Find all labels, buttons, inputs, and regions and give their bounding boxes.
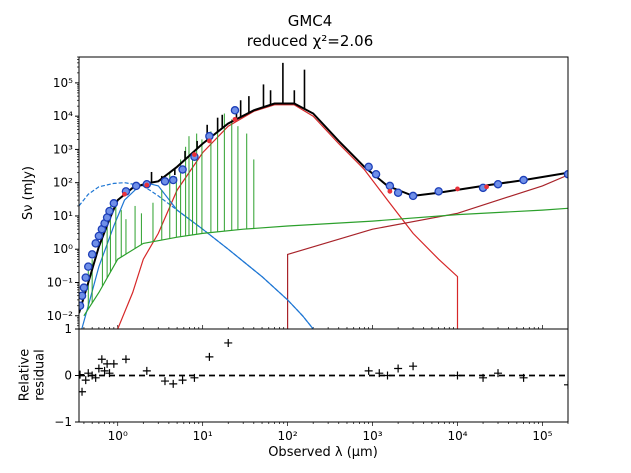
- residual-point: [564, 380, 568, 389]
- sed-panel-frame: [78, 56, 569, 330]
- observed-flux-point: [81, 273, 90, 282]
- residual-point: [364, 366, 373, 375]
- observed-flux-point: [131, 181, 141, 191]
- observed-flux-point: [408, 191, 418, 201]
- sed-y-tick-label: 10⁻²: [47, 309, 74, 323]
- model-flux-point: [387, 188, 393, 194]
- x-axis-label: Observed λ (μm): [268, 445, 378, 460]
- observed-flux-point: [160, 177, 170, 186]
- residual-point: [169, 379, 178, 388]
- sed-panel: 10⁻² 10⁻¹ 10⁰ 10¹ 10² 10³ 10⁴ 10⁵ Sν (mJy): [21, 56, 569, 330]
- residual-point: [479, 373, 488, 382]
- observed-flux-point: [91, 239, 100, 248]
- model-flux-point: [484, 184, 489, 190]
- observed-flux-point: [178, 165, 187, 174]
- observed-flux-point: [79, 283, 89, 292]
- residual-x-tick-label: 10⁵: [532, 429, 552, 443]
- residual-y-label: Relativeresidual: [17, 349, 47, 401]
- observed-flux-point: [79, 291, 87, 300]
- residual-axes: 10⁰ 10¹ 10² 10³ 10⁴ 10⁵ −1 0 1: [54, 322, 569, 443]
- observed-flux-point: [519, 175, 528, 185]
- model-flux-point: [455, 186, 460, 192]
- sed-y-tick-label: 10²: [53, 176, 73, 190]
- residual-y-tick-label: 1: [64, 322, 72, 336]
- chart-title: GMC4: [288, 12, 333, 30]
- series-stellar-unattenuated-line: [79, 182, 314, 329]
- residual-point: [205, 352, 214, 361]
- observed-flux-point: [371, 169, 381, 179]
- residual-point: [97, 355, 106, 364]
- residual-x-tick-label: 10⁴: [447, 429, 467, 443]
- model-flux-point: [144, 182, 150, 188]
- model-flux-point: [232, 116, 238, 122]
- residual-x-tick-label: 10²: [278, 429, 298, 443]
- observed-flux-point: [79, 301, 85, 310]
- model-flux-point: [122, 191, 127, 197]
- residual-x-tick-label: 10¹: [193, 429, 213, 443]
- residual-panel: 10⁰ 10¹ 10² 10³ 10⁴ 10⁵−101 Relativeresidual …: [17, 322, 569, 460]
- residual-point: [103, 359, 112, 368]
- residual-point: [394, 364, 403, 373]
- residual-point: [142, 366, 151, 375]
- residual-point: [160, 377, 169, 386]
- residual-point: [79, 370, 85, 379]
- observed-flux-point: [364, 162, 373, 172]
- model-flux-point: [206, 138, 212, 144]
- residual-x-tick-label: 10³: [363, 429, 383, 443]
- sed-series: [79, 62, 568, 329]
- observed-flux-point: [168, 175, 178, 185]
- series-total-model-line: [79, 102, 568, 314]
- sed-y-axis: 10⁻² 10⁻¹ 10⁰ 10¹ 10² 10³ 10⁴ 10⁵: [47, 56, 569, 330]
- series-stellar-attenuated-line: [81, 183, 314, 329]
- residual-series: [79, 338, 568, 396]
- residual-point: [94, 364, 103, 373]
- chart-subtitle: reduced χ²=2.06: [247, 32, 374, 50]
- observed-flux-point: [84, 262, 93, 271]
- sed-y-label: Sν (mJy): [21, 166, 36, 220]
- observed-flux-point: [563, 169, 568, 179]
- residual-panel-frame: [78, 328, 569, 423]
- observed-flux-point: [105, 206, 114, 216]
- observed-flux-point: [230, 106, 240, 115]
- observed-flux-point: [385, 181, 395, 191]
- model-flux-point: [192, 152, 197, 157]
- sed-y-tick-label: 10⁴: [53, 109, 73, 123]
- residual-point: [383, 371, 392, 380]
- residual-point: [100, 366, 109, 375]
- residual-y-label-line: Relative: [17, 349, 32, 401]
- residual-point: [409, 362, 418, 371]
- residual-point: [375, 369, 384, 378]
- residual-point: [178, 376, 187, 385]
- sed-y-tick-label: 10⁰: [53, 242, 73, 256]
- sed-y-tick-label: 10³: [53, 142, 73, 156]
- observed-flux-point: [109, 199, 119, 208]
- observed-flux-point: [434, 187, 443, 196]
- residual-y-label-line: residual: [32, 349, 47, 401]
- series-dust-line: [117, 104, 459, 329]
- sed-y-tick-label: 10⁵: [53, 76, 73, 90]
- residual-point: [81, 376, 90, 385]
- residual-point: [121, 355, 130, 364]
- residual-point: [453, 371, 462, 380]
- observed-flux-point: [94, 231, 104, 241]
- observed-flux-point: [393, 188, 403, 197]
- residual-point: [109, 359, 118, 368]
- series-nebular-line: [83, 207, 568, 317]
- series-radio-line: [287, 174, 568, 329]
- residual-y-tick-label: −1: [54, 415, 72, 429]
- residual-point: [91, 373, 100, 382]
- residual-y-tick-label: 0: [64, 369, 72, 383]
- residual-point: [105, 369, 114, 378]
- sed-y-tick-label: 10¹: [53, 209, 73, 223]
- residual-x-tick-label: 10⁰: [108, 429, 128, 443]
- residual-point: [494, 369, 503, 378]
- residual-point: [224, 338, 233, 347]
- observed-flux-point: [493, 179, 503, 189]
- sed-y-tick-label: 10⁻¹: [47, 275, 74, 289]
- residual-point: [519, 373, 528, 382]
- observed-flux-point: [87, 250, 97, 259]
- residual-point: [190, 373, 199, 382]
